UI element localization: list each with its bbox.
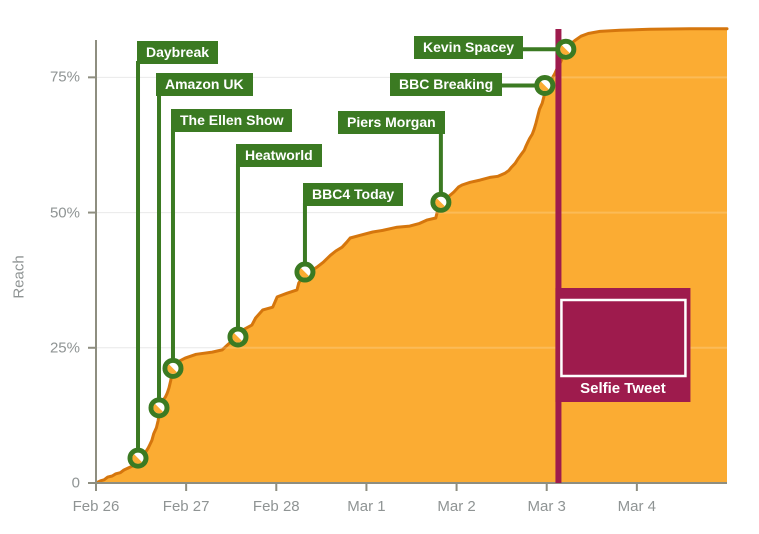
annotation-label-kevin-spacey[interactable]: Kevin Spacey [414,36,524,59]
x-tick-label: Feb 27 [162,498,210,515]
x-tick-label: Feb 28 [252,498,300,515]
annotation-marker-wedge-icon [299,268,309,278]
x-tick-label: Mar 3 [527,498,566,515]
annotation-label-bbc-breaking[interactable]: BBC Breaking [390,73,503,96]
annotation-label-daybreak[interactable]: Daybreak [137,41,219,64]
annotation-label-bbc4-today[interactable]: BBC4 Today [303,183,404,206]
annotation-label-amazon-uk[interactable]: Amazon UK [156,73,253,96]
y-tick-label: 50% [49,204,80,222]
y-tick-label: 25% [49,339,80,357]
annotation-marker-wedge-icon [167,364,177,374]
annotation-label-the-ellen-show[interactable]: The Ellen Show [171,109,293,132]
annotation-marker-wedge-icon [132,454,142,464]
annotation-marker-wedge-icon [539,81,549,92]
selfie-tweet-event-line [555,29,562,483]
selfie-tweet-label: Selfie Tweet [580,380,666,397]
selfie-tweet-photo-frame [560,298,687,378]
selfie-tweet-callout-box[interactable] [555,288,691,402]
annotation-marker-wedge-icon [153,403,163,414]
annotation-label-piers-morgan[interactable]: Piers Morgan [338,111,445,134]
y-tick-label: 75% [49,68,80,86]
x-tick-label: Mar 2 [437,498,476,515]
reach-area-stroke [94,27,729,485]
reach-area-fill [96,28,727,483]
annotation-label-heatworld[interactable]: Heatworld [236,144,322,167]
annotation-marker-wedge-icon [232,333,242,343]
y-tick-label: 0 [71,474,80,492]
annotation-marker-wedge-icon [560,45,570,55]
x-tick-label: Mar 1 [347,498,386,515]
annotation-marker-wedge-icon [435,198,445,208]
y-axis-title: Reach [10,255,28,299]
x-tick-label: Feb 26 [72,498,120,515]
x-tick-label: Mar 4 [617,498,657,515]
